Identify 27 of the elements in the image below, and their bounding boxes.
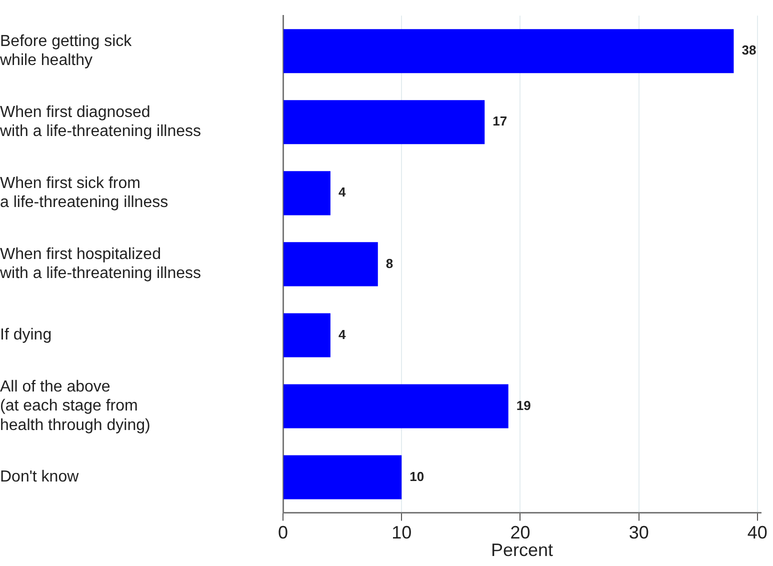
data-label: 8 bbox=[386, 256, 394, 271]
y-tick-label: When first diagnosed with a life-threatening illness bbox=[0, 104, 201, 140]
x-axis-title: Percent bbox=[490, 540, 554, 560]
y-tick-label: If dying bbox=[0, 326, 52, 344]
bar bbox=[284, 171, 330, 216]
bar bbox=[284, 313, 330, 358]
bar bbox=[284, 455, 402, 500]
y-tick-label: Don't know bbox=[0, 468, 80, 486]
data-label: 10 bbox=[410, 468, 424, 484]
x-tick-label: 40 bbox=[747, 522, 768, 543]
data-label: 19 bbox=[516, 398, 531, 413]
bar bbox=[284, 29, 734, 74]
data-label: 17 bbox=[492, 114, 508, 129]
bar bbox=[284, 100, 485, 144]
x-tick-label: 10 bbox=[392, 522, 412, 543]
y-tick-label: When first sick from a life-threatening illness bbox=[0, 174, 168, 212]
bar bbox=[284, 384, 508, 428]
y-tick-label: Before getting sick while healthy bbox=[0, 32, 133, 70]
x-tick-label: 20 bbox=[510, 522, 530, 543]
data-label: 38 bbox=[742, 42, 756, 58]
x-tick-label: 0 bbox=[278, 522, 288, 543]
data-label: 4 bbox=[338, 326, 346, 342]
y-tick-label: When first hospitalized with a life-threatening illness bbox=[0, 246, 201, 282]
bar bbox=[284, 242, 378, 286]
data-label: 4 bbox=[338, 184, 346, 200]
x-tick-label: 30 bbox=[628, 522, 649, 543]
y-tick-label: All of the above (at each stage from health through dying) bbox=[0, 378, 150, 434]
